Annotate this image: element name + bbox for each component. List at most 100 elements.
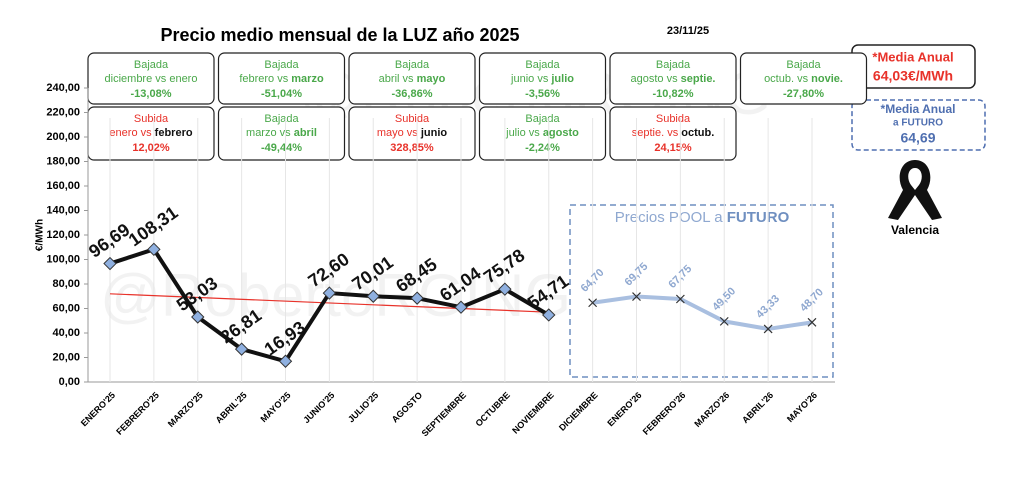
change-text-part: julio vs bbox=[505, 127, 543, 139]
change-pct: 328,85% bbox=[390, 142, 434, 154]
change-pct: -3,56% bbox=[525, 88, 560, 100]
change-box bbox=[609, 52, 737, 105]
change-text-part: mayo bbox=[417, 73, 446, 85]
y-tick-label: 220,00 bbox=[46, 106, 80, 118]
marker bbox=[147, 242, 161, 257]
media-label: *Media Anual bbox=[872, 49, 953, 64]
location: Valencia bbox=[891, 223, 939, 237]
y-tick-label: 180,00 bbox=[46, 155, 80, 167]
marker bbox=[498, 282, 512, 296]
change-text: enero vs febrero bbox=[109, 127, 192, 139]
marker bbox=[366, 289, 380, 303]
marker bbox=[632, 292, 641, 301]
marker bbox=[675, 294, 685, 304]
x-tick-label: MARZO'26 bbox=[692, 390, 731, 429]
change-pct: -51,04% bbox=[261, 88, 302, 100]
change-box bbox=[478, 106, 607, 161]
change-pct: -49,44% bbox=[261, 142, 302, 154]
change-text-part: febrero bbox=[155, 127, 193, 139]
change-text-part: junio vs bbox=[510, 73, 551, 85]
change-box bbox=[217, 52, 346, 105]
y-tick-label: 120,00 bbox=[46, 229, 80, 241]
data-label: 96,69 bbox=[85, 219, 133, 261]
media-futuro-sub: a FUTURO bbox=[893, 118, 943, 129]
change-box bbox=[217, 106, 346, 161]
x-tick-label: FEBRERO'25 bbox=[114, 390, 161, 437]
x-tick-label: JUNIO'25 bbox=[301, 390, 336, 425]
change-pct: 12,02% bbox=[132, 142, 170, 154]
series-line bbox=[592, 294, 813, 331]
change-text-part: julio bbox=[550, 73, 574, 85]
change-text: mayo vs junio bbox=[377, 127, 448, 139]
media-futuro-label: *Media Anual bbox=[881, 102, 956, 116]
media-value: 64,03€/MWh bbox=[873, 68, 953, 84]
y-tick-label: 60,00 bbox=[52, 302, 80, 314]
y-tick-label: 40,00 bbox=[52, 327, 80, 339]
marker bbox=[763, 324, 773, 334]
change-text-part: marzo vs bbox=[246, 127, 294, 139]
x-tick-label: JULIO'25 bbox=[346, 390, 380, 424]
x-tick-label: MAYO'26 bbox=[785, 390, 819, 424]
change-kind: Bajada bbox=[525, 113, 560, 125]
x-tick-label: MARZO'25 bbox=[166, 390, 205, 429]
y-tick-label: 100,00 bbox=[46, 253, 80, 265]
marker bbox=[807, 317, 817, 327]
change-text-part: agosto vs bbox=[631, 73, 681, 85]
change-kind: Bajada bbox=[395, 59, 430, 71]
change-kind: Subida bbox=[395, 113, 430, 125]
x-tick-label: OCTUBRE bbox=[473, 390, 512, 429]
change-kind: Bajada bbox=[264, 113, 299, 125]
future-box bbox=[569, 204, 834, 378]
y-tick-label: 20,00 bbox=[52, 351, 80, 363]
change-kind: Bajada bbox=[525, 59, 560, 71]
change-box bbox=[348, 106, 476, 161]
change-text-part: diciembre vs enero bbox=[105, 73, 198, 85]
change-pct: -10,82% bbox=[653, 88, 694, 100]
y-tick-label: 140,00 bbox=[46, 204, 80, 216]
change-box bbox=[609, 106, 737, 161]
x-tick-label: SEPTIEMBRE bbox=[420, 390, 468, 438]
change-kind: Bajada bbox=[786, 59, 821, 71]
change-text-part: mayo vs bbox=[377, 127, 421, 139]
change-text-part: junio bbox=[420, 127, 448, 139]
y-axis-label: €/MWh bbox=[35, 219, 46, 251]
change-text: diciembre vs enero bbox=[105, 73, 198, 85]
marker bbox=[278, 354, 293, 368]
x-tick-label: ABRIL'26 bbox=[740, 390, 775, 425]
x-tick-label: FEBRERO'26 bbox=[641, 390, 688, 437]
media-futuro-value: 64,69 bbox=[900, 130, 935, 146]
change-kind: Subida bbox=[656, 113, 691, 125]
change-text-part: febrero vs bbox=[239, 73, 291, 85]
change-text: agosto vs septie. bbox=[631, 73, 716, 85]
y-tick-label: 80,00 bbox=[52, 278, 80, 290]
x-tick-label: MAYO'25 bbox=[258, 390, 292, 424]
change-text-part: marzo bbox=[291, 73, 324, 85]
chart-title: Precio medio mensual de la LUZ año 2025 bbox=[160, 25, 519, 45]
marker bbox=[410, 291, 424, 305]
change-text: septie. vs octub. bbox=[632, 127, 715, 139]
change-text-part: octub. bbox=[681, 127, 714, 139]
marker bbox=[191, 310, 205, 324]
y-tick-label: 0,00 bbox=[59, 376, 80, 388]
y-tick-label: 160,00 bbox=[46, 180, 80, 192]
date: 23/11/25 bbox=[667, 25, 709, 37]
change-box bbox=[739, 52, 868, 105]
marker bbox=[588, 298, 598, 308]
change-text-part: enero vs bbox=[109, 127, 154, 139]
change-text-part: agosto bbox=[543, 127, 579, 139]
ribbon-icon bbox=[888, 160, 942, 220]
change-box bbox=[87, 52, 215, 105]
change-text: marzo vs abril bbox=[246, 127, 317, 139]
change-kind: Bajada bbox=[656, 59, 691, 71]
marker bbox=[542, 308, 556, 322]
change-pct: -2,24% bbox=[525, 142, 560, 154]
future-annotation: Precios POOL a FUTURO bbox=[615, 209, 790, 226]
marker bbox=[719, 316, 729, 326]
y-tick-label: 200,00 bbox=[46, 131, 80, 143]
data-label: 108,31 bbox=[125, 202, 182, 250]
change-kind: Bajada bbox=[134, 59, 169, 71]
change-text-part: abril bbox=[294, 127, 317, 139]
marker bbox=[103, 256, 117, 271]
change-text: abril vs mayo bbox=[379, 73, 446, 85]
